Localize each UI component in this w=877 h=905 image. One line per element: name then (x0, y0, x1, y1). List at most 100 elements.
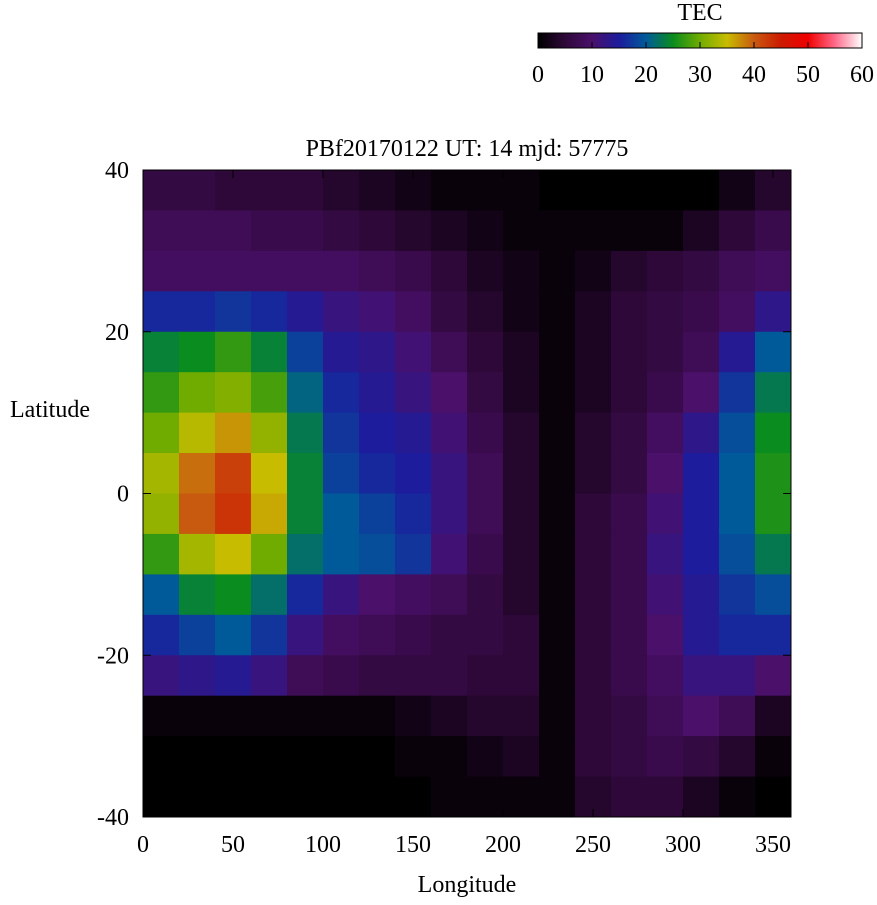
heatmap-cell (719, 493, 756, 535)
heatmap-cell (611, 655, 648, 697)
heatmap-cell (287, 736, 324, 778)
heatmap-cell (395, 614, 432, 656)
x-tick-label: 300 (665, 832, 701, 858)
heatmap-cell (179, 736, 216, 778)
heatmap-cell (467, 614, 504, 656)
heatmap-cell (503, 250, 540, 292)
heatmap-cell (323, 170, 360, 211)
heatmap-cell (359, 655, 396, 697)
heatmap-cell (359, 493, 396, 535)
heatmap-cell (431, 210, 468, 252)
heatmap-cell (323, 331, 360, 373)
heatmap-cell (251, 614, 288, 656)
heatmap-cell (179, 372, 216, 414)
heatmap-cell (611, 574, 648, 616)
heatmap-cell (575, 291, 612, 333)
heatmap-cell (575, 493, 612, 535)
heatmap-cell (251, 331, 288, 373)
heatmap-cell (647, 291, 684, 333)
heatmap-cell (647, 736, 684, 778)
heatmap-cell (683, 250, 720, 292)
colorbar-tick-label: 0 (532, 62, 544, 88)
heatmap-cell (395, 331, 432, 373)
y-tick-label: 40 (105, 158, 129, 184)
heatmap-cell (575, 210, 612, 252)
heatmap-cell (143, 412, 180, 454)
heatmap-cell (143, 493, 180, 535)
heatmap-cell (755, 574, 792, 616)
heatmap-cell (251, 453, 288, 494)
heatmap-cell (431, 776, 468, 818)
y-tick-label: 0 (117, 482, 129, 508)
heatmap-cell (503, 533, 540, 575)
heatmap-cell (611, 250, 648, 292)
heatmap-cell (755, 493, 792, 535)
heatmap-cell (395, 736, 432, 778)
heatmap-cell (251, 736, 288, 778)
heatmap-cell (359, 776, 396, 818)
heatmap-cell (683, 736, 720, 778)
heatmap-cell (323, 574, 360, 616)
heatmap-cell (683, 331, 720, 373)
heatmap-cell (251, 493, 288, 535)
heatmap-cell (359, 210, 396, 252)
heatmap-cell (431, 170, 468, 211)
heatmap-cell (755, 736, 792, 778)
heatmap-cell (143, 574, 180, 616)
heatmap-cell (647, 776, 684, 818)
heatmap-cell (215, 372, 252, 414)
heatmap-cell (431, 412, 468, 454)
heatmap-cell (683, 695, 720, 737)
x-tick-label: 200 (485, 832, 521, 858)
heatmap-cell (683, 533, 720, 575)
heatmap-cell (251, 776, 288, 818)
heatmap-cell (503, 170, 540, 211)
heatmap-cell (503, 331, 540, 373)
heatmap-cell (395, 655, 432, 697)
heatmap-cell (215, 453, 252, 494)
heatmap-cell (359, 372, 396, 414)
heatmap-cell (503, 776, 540, 818)
heatmap-cell (143, 453, 180, 494)
y-axis-label: Latitude (10, 397, 90, 423)
heatmap-cell (611, 695, 648, 737)
heatmap-cell (611, 736, 648, 778)
heatmap-cell (395, 453, 432, 494)
heatmap-cell (719, 412, 756, 454)
heatmap-cell (683, 412, 720, 454)
heatmap-cell (143, 210, 180, 252)
heatmap-cell (179, 170, 216, 211)
heatmap-cell (431, 250, 468, 292)
heatmap-cell (467, 170, 504, 211)
heatmap-cell (647, 614, 684, 656)
heatmap-cell (467, 372, 504, 414)
colorbar-tick-label: 20 (634, 62, 658, 88)
heatmap-cell (467, 736, 504, 778)
heatmap-cell (755, 210, 792, 252)
colorbar-tick-label: 10 (580, 62, 604, 88)
heatmap-cell (323, 372, 360, 414)
heatmap-cell (467, 412, 504, 454)
heatmap-cell (719, 614, 756, 656)
heatmap-cell (251, 170, 288, 211)
heatmap-cell (575, 574, 612, 616)
heatmap-cell (647, 695, 684, 737)
heatmap-cell (539, 493, 576, 535)
heatmap-cell (503, 210, 540, 252)
heatmap-cell (755, 533, 792, 575)
heatmap-cell (719, 574, 756, 616)
y-tick-label: -40 (97, 805, 129, 831)
heatmap-cell (215, 250, 252, 292)
heatmap-cell (647, 412, 684, 454)
heatmap-cell (467, 453, 504, 494)
heatmap-cell (323, 776, 360, 818)
heatmap-cell (215, 614, 252, 656)
heatmap-cell (179, 533, 216, 575)
heatmap-cell (503, 655, 540, 697)
heatmap-cell (647, 453, 684, 494)
heatmap-cell (395, 291, 432, 333)
heatmap-cell (143, 695, 180, 737)
heatmap-cell (287, 695, 324, 737)
heatmap-cell (287, 210, 324, 252)
heatmap-cell (287, 291, 324, 333)
